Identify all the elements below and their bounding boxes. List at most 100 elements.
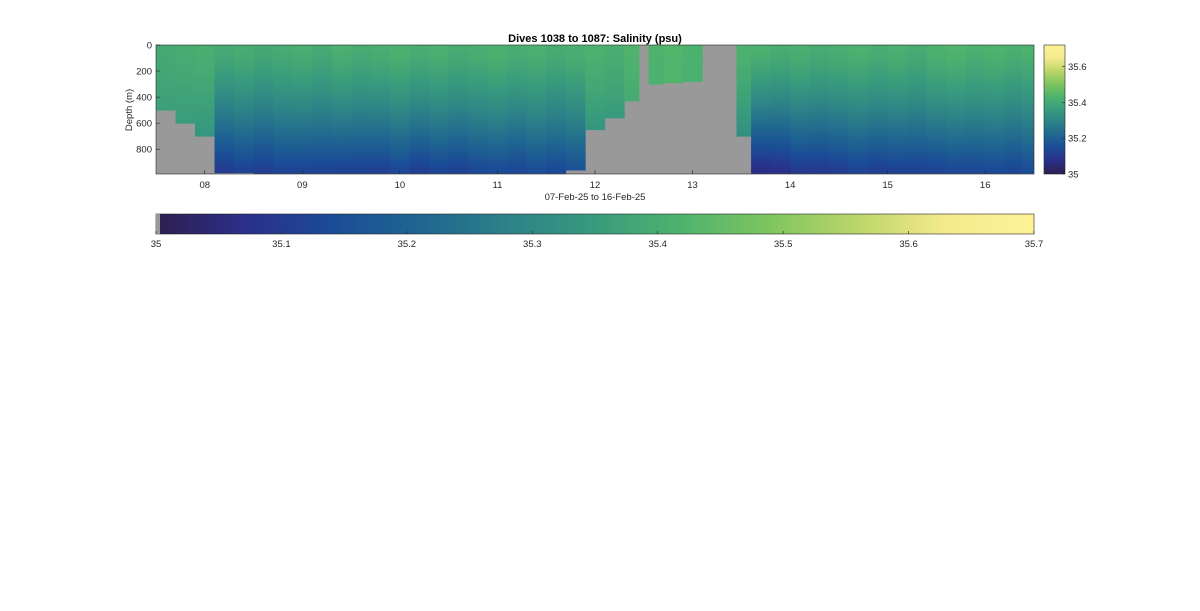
heatmap-cell [985,60,1006,64]
heatmap-cell [214,125,235,129]
heatmap-cell [829,123,850,127]
heatmap-cell [526,151,547,155]
heatmap-cell [409,45,430,49]
heatmap-cell [926,170,947,174]
heatmap-cell [585,102,606,106]
heatmap-cell [546,115,567,119]
heatmap-cell [604,65,625,69]
heatmap-cell [829,78,850,82]
heatmap-cell [507,58,528,62]
heatmap-cell [887,144,908,148]
heatmap-cell [234,120,254,124]
heatmap-cell [907,76,928,80]
heatmap-cell [195,68,215,72]
heatmap-cell [273,146,293,150]
heatmap-cell [468,144,489,148]
heatmap-cell [370,172,391,174]
heatmap-cell [604,60,625,64]
heatmap-cell [868,162,889,166]
heatmap-cell [390,91,411,95]
heatmap-cell [214,133,235,137]
heatmap-cell [946,86,967,90]
heatmap-cell [214,63,235,67]
heatmap-cell [585,68,606,72]
heatmap-cell [1021,52,1034,56]
heatmap-cell [487,149,508,153]
heatmap-cell [829,125,850,129]
heatmap-cell [351,97,372,101]
heatmap-cell [565,146,586,150]
heatmap-cell [790,151,811,155]
heatmap-cell [985,123,1006,127]
heatmap-cell [429,107,450,111]
heatmap-cell [253,84,274,88]
heatmap-cell [487,110,508,114]
heatmap-cell [253,157,274,161]
heatmap-cell [156,81,176,85]
heatmap-cell [965,131,986,135]
heatmap-cell [429,117,450,121]
heatmap-cell [790,110,811,114]
heatmap-cell [429,136,450,140]
heatmap-cell [429,162,450,166]
heatmap-cell [429,45,450,49]
heatmap-cell [546,65,567,69]
heatmap-cell [253,154,274,158]
heatmap-cell [507,112,528,116]
heatmap-cell [546,128,567,132]
heatmap-cell [868,157,889,161]
heatmap-cell [565,76,586,80]
colorbar-bottom-tick-label: 35 [151,239,162,250]
heatmap-cell [292,125,313,129]
heatmap-cell [526,73,547,77]
heatmap-cell [292,89,313,93]
heatmap-cell [790,162,811,166]
heatmap-cell [546,73,567,77]
heatmap-cell [965,47,986,51]
heatmap-cell [273,151,293,155]
heatmap-cell [409,120,430,124]
heatmap-cell [429,78,450,82]
heatmap-cell [868,55,889,59]
heatmap-cell [409,52,430,56]
heatmap-cell [682,68,703,72]
heatmap-cell [829,133,850,137]
heatmap-cell [526,52,547,56]
heatmap-cell [736,78,752,82]
heatmap-cell [351,138,372,142]
heatmap-cell [565,91,586,95]
heatmap-cell [234,131,254,135]
heatmap-cell [965,71,986,75]
heatmap-cell [526,138,547,142]
heatmap-cell [829,63,850,67]
heatmap-cell [1004,120,1023,124]
heatmap-cell [331,123,352,127]
heatmap-cell [751,162,771,166]
heatmap-cell [829,115,850,119]
heatmap-cell [409,136,430,140]
heatmap-cell [312,78,332,82]
heatmap-cell [487,146,508,150]
heatmap-cell [965,167,986,171]
heatmap-cell [429,141,450,145]
heatmap-cell [1021,45,1034,49]
heatmap-cell [790,131,811,135]
heatmap-cell [214,78,235,82]
heatmap-cell [195,71,215,75]
heatmap-cell [156,86,176,90]
x-tick-label: 14 [785,180,796,191]
heatmap-cell [175,76,196,80]
heatmap-cell [370,104,391,108]
heatmap-cell [585,89,606,93]
heatmap-cell [751,151,771,155]
heatmap-cell [214,167,235,171]
colorbar-right-bar [1043,44,1066,175]
heatmap-cell [682,50,703,54]
heatmap-cell [253,58,274,62]
heatmap-cell [448,107,469,111]
heatmap-cell [751,47,771,51]
heatmap-cell [331,128,352,132]
heatmap-cell [790,45,811,49]
heatmap-cell [390,162,411,166]
heatmap-cell [234,99,254,103]
